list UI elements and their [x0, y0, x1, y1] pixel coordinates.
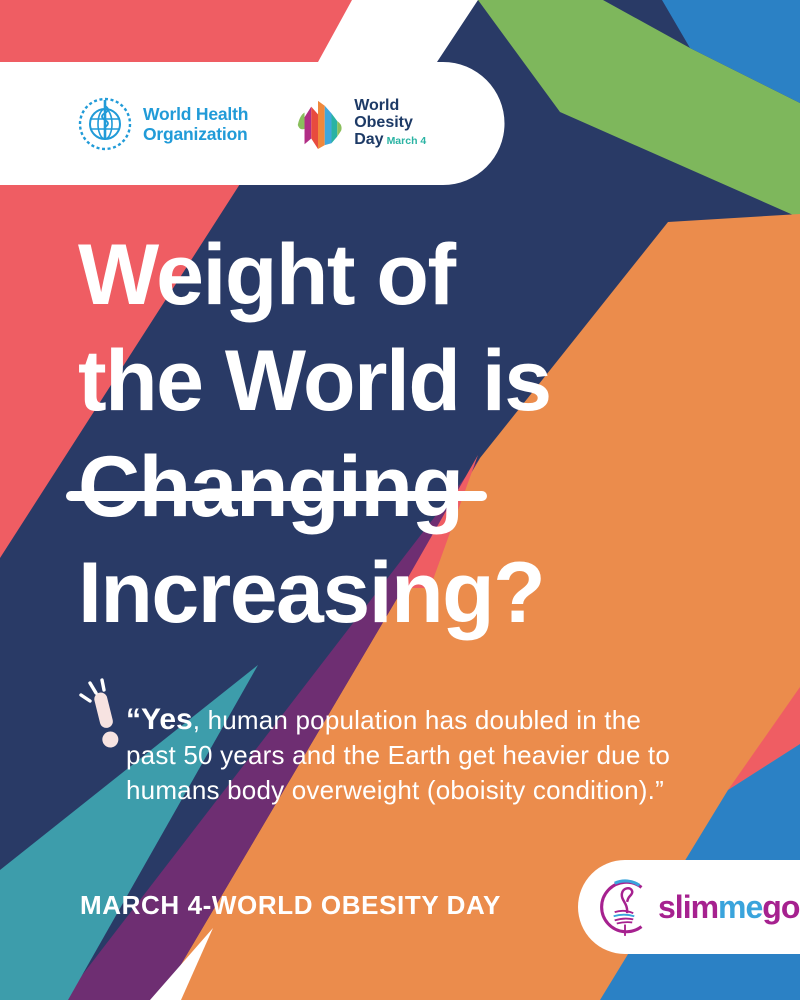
- stripe-teal-band: [0, 665, 258, 1000]
- who-line-2: Organization: [143, 123, 248, 144]
- quote-line-1: , human population has doubled in the: [192, 705, 642, 735]
- quote-text: “Yes, human population has doubled in th…: [126, 702, 746, 808]
- hero-heading: Weight of the World is Changing Increasi…: [66, 222, 552, 646]
- who-emblem-icon: [78, 97, 132, 150]
- stripe-coral-bottomright: [728, 687, 800, 790]
- brand-part-2: me: [718, 888, 763, 925]
- quote-line-2: past 50 years and the Earth get heavier …: [126, 740, 671, 770]
- quote-lead: “Yes: [126, 703, 193, 736]
- brand-part-1: slim: [658, 888, 719, 925]
- hero-struck-word: Changing: [66, 434, 486, 540]
- exclamation-icon: [79, 678, 119, 748]
- stripe-blue-topright: [662, 0, 800, 103]
- stripe-white-bottom-triangle: [150, 928, 213, 1000]
- quote-line-3: humans body overweight (oboisity conditi…: [126, 775, 664, 805]
- header-logo-bar: World Health Organization World Obesity …: [0, 62, 505, 185]
- wod-date: March 4: [386, 135, 427, 147]
- wod-ribbons-icon: [297, 100, 342, 149]
- hero-line-1: Weight of: [78, 227, 456, 323]
- who-wordmark: World Health Organization: [143, 104, 248, 144]
- wod-line-2: Obesity: [354, 114, 413, 131]
- brand-part-3: go: [762, 888, 800, 925]
- wod-line-3: Day March 4: [354, 131, 426, 150]
- wod-line-1: World: [354, 97, 400, 114]
- stripe-green-band: [478, 0, 800, 218]
- flamingo-icon: [600, 879, 643, 936]
- slimmego-badge: slimmego: [578, 860, 800, 954]
- stripe-purple-band: [63, 458, 480, 1000]
- stripe-coral-sliver-mid: [402, 455, 478, 588]
- wod-wordmark: World Obesity Day March 4: [354, 97, 426, 150]
- who-line-1: World Health: [143, 103, 249, 124]
- stripe-orange-main: [160, 214, 800, 1000]
- hero-line-2: the World is: [78, 333, 552, 429]
- header-card-shape: [0, 0, 505, 185]
- who-logo: World Health Organization: [76, 95, 248, 153]
- world-obesity-day-logo: World Obesity Day March 4: [292, 95, 426, 153]
- slimmego-wordmark: slimmego: [658, 888, 800, 926]
- hero-line-4: Increasing?: [78, 545, 546, 641]
- hero-line-3: Changing: [66, 434, 551, 540]
- wod-day: Day: [354, 131, 384, 148]
- footer-banner: MARCH 4-WORLD OBESITY DAY: [80, 890, 501, 920]
